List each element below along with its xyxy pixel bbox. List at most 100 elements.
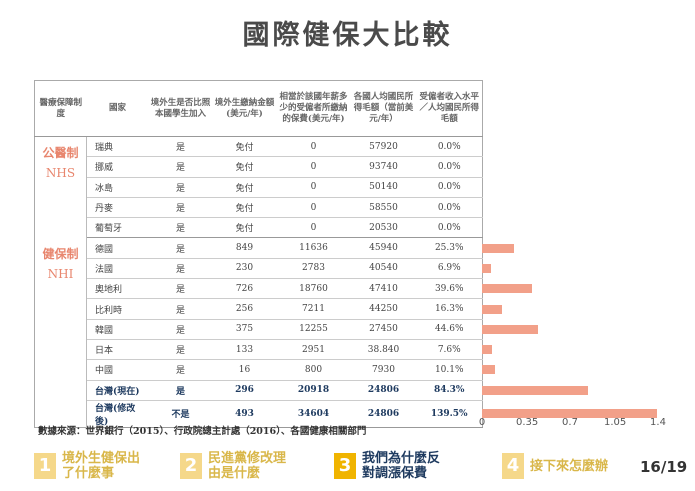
axis-tick-label: 0.35 bbox=[516, 417, 539, 428]
table-row: 冰島是免付 0 50140 0.0% bbox=[35, 177, 483, 198]
table-cell: 是 bbox=[148, 359, 213, 381]
table-cell: 93740 bbox=[350, 156, 417, 178]
table-cell: 44250 bbox=[350, 298, 417, 320]
column-header: 境外生是否比照本國學生加入 bbox=[148, 80, 213, 137]
table-cell: 44.6% bbox=[416, 319, 483, 340]
column-header: 國家 bbox=[86, 80, 149, 137]
country-cell: 冰島 bbox=[86, 177, 149, 198]
country-cell: 法國 bbox=[86, 258, 149, 280]
table-cell: 16.3% bbox=[416, 298, 483, 320]
axis-tick-label: 1.4 bbox=[650, 417, 666, 428]
nav-item-4[interactable]: 4 接下來怎麼辦 bbox=[502, 449, 652, 484]
table-cell: 0 bbox=[276, 177, 351, 198]
country-cell: 瑞典 bbox=[86, 136, 149, 158]
nav-item-3[interactable]: 3 我們為什麼反對調漲保費 bbox=[334, 449, 484, 484]
column-header: 相當於該國年薪多少的受僱者所繳納的保費(美元/年) bbox=[276, 80, 351, 137]
axis-tick-label: 0.7 bbox=[562, 417, 578, 428]
table-header-row: 醫療保障制度 國家 境外生是否比照本國學生加入 境外生繳納金額(美元/年) 相當於該國年… bbox=[34, 80, 483, 137]
table-cell: 139.5% bbox=[416, 400, 483, 428]
table-cell: 10.1% bbox=[416, 359, 483, 381]
table-cell: 是 bbox=[148, 156, 213, 178]
table-cell: 800 bbox=[276, 359, 351, 381]
table-cell: 是 bbox=[148, 237, 213, 259]
column-header: 境外生繳納金額(美元/年) bbox=[212, 80, 277, 137]
ratio-bar bbox=[482, 385, 588, 395]
table-body: 公醫制 NHS 瑞典是免付 0 57920 0.0% 挪威是免付 0 93740 0.0% 冰島是免… bbox=[34, 136, 483, 428]
table-cell: 375 bbox=[212, 319, 277, 340]
table-cell: 34604 bbox=[276, 400, 351, 428]
country-cell: 挪威 bbox=[86, 156, 149, 178]
country-cell: 台灣(現在) bbox=[86, 380, 149, 401]
table-cell: 不是 bbox=[148, 400, 213, 428]
ratio-bar bbox=[482, 365, 495, 375]
page-title: 國際健保大比較 bbox=[242, 20, 453, 51]
table-cell: 726 bbox=[212, 278, 277, 300]
table-cell: 是 bbox=[148, 217, 213, 239]
table-cell: 20918 bbox=[276, 380, 351, 401]
table-row: 中國是 16 800 7930 10.1% bbox=[35, 359, 483, 381]
nav-label: 我們為什麼反對調漲保費 bbox=[362, 451, 441, 481]
table-cell: 47410 bbox=[350, 278, 417, 300]
table-row: 法國是 230 2783 40540 6.9% bbox=[35, 258, 483, 280]
country-cell: 比利時 bbox=[86, 298, 149, 320]
table-row: 丹麥是免付 0 58550 0.0% bbox=[35, 197, 483, 219]
column-header: 各國人均國民所得毛額（當前美元/年） bbox=[350, 80, 417, 137]
table-row: 公醫制 NHS 瑞典是免付 0 57920 0.0% bbox=[34, 136, 483, 238]
system-category: 公醫制 NHS bbox=[34, 136, 87, 238]
table-cell: 是 bbox=[148, 197, 213, 219]
table-cell: 免付 bbox=[212, 217, 277, 239]
nav-number-badge: 3 bbox=[334, 453, 356, 479]
table-row: 奧地利是 726 18760 47410 39.6% bbox=[35, 278, 483, 300]
nav-item-2[interactable]: 2 民進黨修改理由是什麼 bbox=[180, 449, 330, 484]
table-cell: 296 bbox=[212, 380, 277, 401]
table-cell: 45940 bbox=[350, 237, 417, 259]
comparison-table: 醫療保障制度 國家 境外生是否比照本國學生加入 境外生繳納金額(美元/年) 相當於該國年… bbox=[34, 80, 483, 428]
ratio-bar-chart bbox=[482, 0, 682, 420]
table-cell: 849 bbox=[212, 237, 277, 259]
table-cell: 0.0% bbox=[416, 136, 483, 158]
table-cell: 6.9% bbox=[416, 258, 483, 280]
table-cell: 24806 bbox=[350, 380, 417, 401]
table-cell: 11636 bbox=[276, 237, 351, 259]
nav-item-1[interactable]: 1 境外生健保出了什麼事 bbox=[34, 449, 184, 484]
table-cell: 7930 bbox=[350, 359, 417, 381]
table-cell: 0.0% bbox=[416, 156, 483, 178]
table-cell: 493 bbox=[212, 400, 277, 428]
nav-number-badge: 4 bbox=[502, 453, 524, 479]
ratio-bar bbox=[482, 284, 532, 294]
ratio-bar bbox=[482, 243, 514, 253]
table-cell: 12255 bbox=[276, 319, 351, 340]
table-cell: 0 bbox=[276, 197, 351, 219]
ratio-bar bbox=[482, 304, 503, 314]
table-row: 葡萄牙是免付 0 20530 0.0% bbox=[35, 217, 483, 239]
table-cell: 24806 bbox=[350, 400, 417, 428]
ratio-bar bbox=[482, 345, 492, 355]
country-cell: 台灣(修改後) bbox=[86, 400, 149, 428]
table-cell: 2951 bbox=[276, 339, 351, 361]
table-cell: 是 bbox=[148, 298, 213, 320]
page-number: 16/19 bbox=[640, 458, 688, 476]
table-cell: 40540 bbox=[350, 258, 417, 280]
country-cell: 葡萄牙 bbox=[86, 217, 149, 239]
table-cell: 是 bbox=[148, 177, 213, 198]
table-cell: 2783 bbox=[276, 258, 351, 280]
nav-number-badge: 1 bbox=[34, 453, 56, 479]
table-cell: 0 bbox=[276, 136, 351, 158]
table-cell: 38.840 bbox=[350, 339, 417, 361]
table-cell: 0 bbox=[276, 217, 351, 239]
ratio-bar bbox=[482, 409, 658, 419]
table-row: 台灣(修改後) 不是 493 34604 24806 139.5% bbox=[35, 400, 483, 428]
table-cell: 0.0% bbox=[416, 217, 483, 239]
system-category: 健保制 NHI bbox=[34, 237, 87, 428]
table-cell: 25.3% bbox=[416, 237, 483, 259]
table-cell: 7211 bbox=[276, 298, 351, 320]
table-cell: 18760 bbox=[276, 278, 351, 300]
country-cell: 奧地利 bbox=[86, 278, 149, 300]
table-row: 台灣(現在) 是 296 20918 24806 84.3% bbox=[35, 380, 483, 401]
table-cell: 是 bbox=[148, 380, 213, 401]
nav-label: 民進黨修改理由是什麼 bbox=[208, 451, 287, 481]
country-cell: 丹麥 bbox=[86, 197, 149, 219]
comparison-table-wrap: 醫療保障制度 國家 境外生是否比照本國學生加入 境外生繳納金額(美元/年) 相當於該國年… bbox=[34, 80, 483, 428]
ratio-bar bbox=[482, 324, 539, 334]
ratio-bar bbox=[482, 263, 491, 273]
